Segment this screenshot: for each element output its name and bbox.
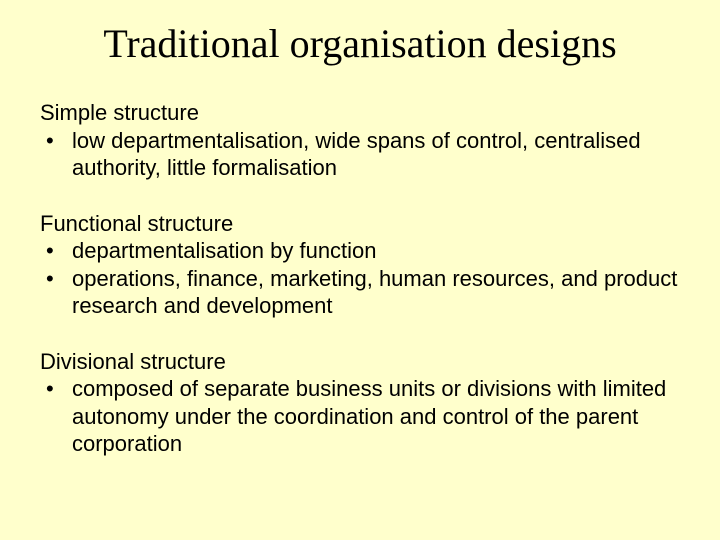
- bullet-item: low departmentalisation, wide spans of c…: [40, 127, 680, 182]
- bullet-item: departmentalisation by function: [40, 237, 680, 265]
- bullet-list: composed of separate business units or d…: [40, 375, 680, 458]
- section-simple-structure: Simple structure low departmentalisation…: [40, 99, 680, 182]
- section-heading: Simple structure: [40, 99, 680, 127]
- bullet-item: composed of separate business units or d…: [40, 375, 680, 458]
- section-functional-structure: Functional structure departmentalisation…: [40, 210, 680, 320]
- bullet-list: departmentalisation by function operatio…: [40, 237, 680, 320]
- section-heading: Divisional structure: [40, 348, 680, 376]
- bullet-list: low departmentalisation, wide spans of c…: [40, 127, 680, 182]
- section-heading: Functional structure: [40, 210, 680, 238]
- bullet-item: operations, finance, marketing, human re…: [40, 265, 680, 320]
- slide-title: Traditional organisation designs: [40, 20, 680, 67]
- section-divisional-structure: Divisional structure composed of separat…: [40, 348, 680, 458]
